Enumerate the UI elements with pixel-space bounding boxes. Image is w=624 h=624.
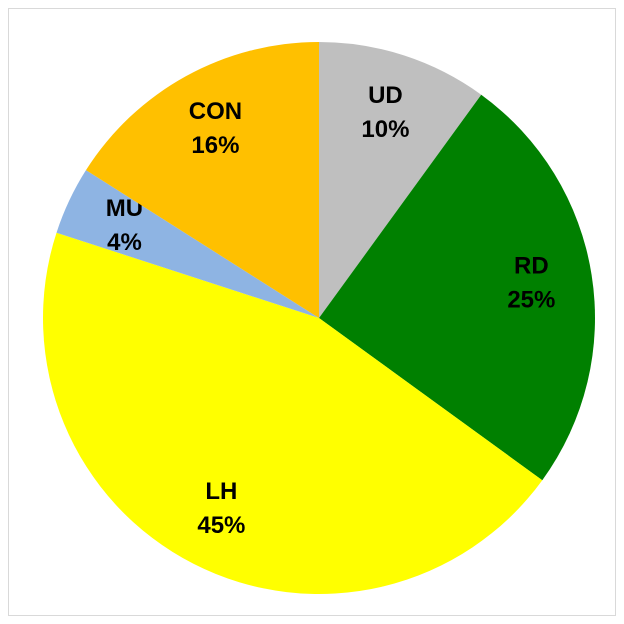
slice-value-label: 4% [107, 229, 142, 256]
slice-category-label: CON [189, 98, 242, 125]
slice-category-label: RD [514, 253, 549, 280]
pie-slice [42, 232, 543, 595]
slice-value-label: 25% [507, 287, 555, 314]
pie-slice [85, 42, 320, 318]
slice-value-label: 16% [191, 132, 239, 159]
slice-value-label: 45% [197, 512, 245, 539]
pie-slice [319, 94, 595, 481]
slice-category-label: LH [205, 478, 237, 505]
slice-category-label: UD [368, 82, 403, 109]
pie-slice [56, 170, 320, 318]
slice-value-label: 10% [361, 116, 409, 143]
pie-slice [319, 42, 482, 318]
